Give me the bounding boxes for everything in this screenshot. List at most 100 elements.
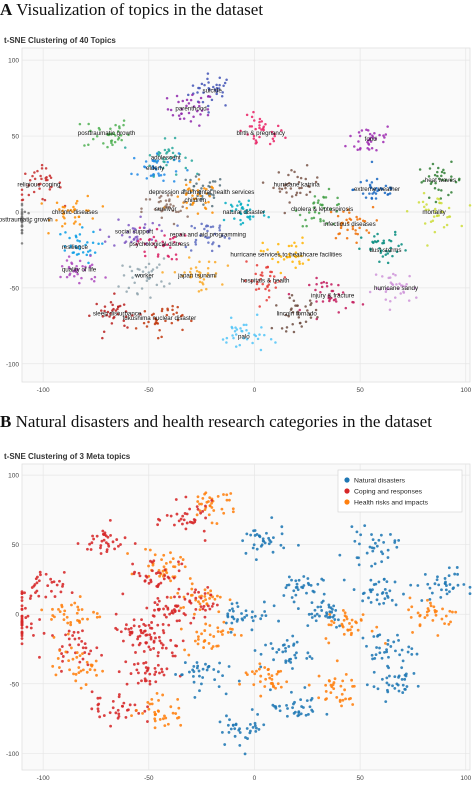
data-point bbox=[50, 618, 53, 621]
data-point bbox=[73, 601, 77, 605]
data-point bbox=[158, 574, 161, 578]
data-point bbox=[346, 628, 350, 632]
data-point bbox=[220, 95, 224, 98]
data-point bbox=[218, 595, 222, 599]
data-point bbox=[132, 624, 136, 628]
chart-b-x-tick-label: 50 bbox=[356, 775, 364, 782]
data-point bbox=[173, 609, 177, 613]
data-point bbox=[375, 544, 379, 548]
data-point bbox=[211, 180, 215, 183]
data-point bbox=[207, 500, 210, 503]
data-point bbox=[221, 674, 224, 678]
data-point bbox=[203, 639, 207, 642]
data-point bbox=[349, 134, 352, 138]
data-point bbox=[308, 190, 312, 194]
data-point bbox=[203, 629, 207, 632]
data-point bbox=[383, 136, 386, 139]
data-point bbox=[210, 604, 214, 608]
data-point bbox=[63, 249, 67, 252]
data-point bbox=[134, 327, 138, 330]
data-point bbox=[148, 633, 152, 637]
data-point bbox=[144, 624, 147, 628]
data-point bbox=[430, 591, 434, 595]
data-point bbox=[161, 693, 165, 697]
data-point bbox=[58, 610, 62, 614]
chart-a-x-tick-label: 50 bbox=[356, 387, 364, 394]
data-point bbox=[315, 612, 319, 616]
data-point bbox=[374, 653, 378, 657]
data-point bbox=[369, 578, 373, 582]
data-point bbox=[91, 241, 95, 245]
data-point bbox=[177, 706, 181, 710]
legend-marker bbox=[344, 477, 350, 483]
data-point bbox=[205, 287, 208, 291]
data-point bbox=[124, 315, 128, 319]
data-point bbox=[116, 307, 119, 311]
data-point bbox=[231, 607, 234, 611]
data-point bbox=[376, 687, 380, 691]
data-point bbox=[183, 597, 187, 601]
data-point bbox=[400, 648, 404, 652]
data-point bbox=[136, 237, 139, 241]
data-point bbox=[118, 304, 122, 308]
data-point bbox=[47, 231, 50, 235]
data-point bbox=[275, 304, 278, 307]
data-point bbox=[423, 572, 427, 576]
data-point bbox=[380, 550, 383, 554]
data-point bbox=[314, 180, 318, 184]
data-point bbox=[150, 238, 154, 241]
data-point bbox=[371, 657, 374, 661]
data-point bbox=[277, 648, 281, 651]
data-point bbox=[332, 681, 336, 684]
data-point bbox=[133, 570, 136, 574]
data-point bbox=[164, 319, 167, 323]
data-point bbox=[302, 584, 306, 587]
data-point bbox=[217, 87, 221, 90]
data-point bbox=[258, 662, 262, 666]
data-point bbox=[142, 321, 146, 325]
data-point bbox=[292, 600, 296, 604]
data-point bbox=[123, 324, 126, 327]
data-point bbox=[163, 568, 167, 572]
data-point bbox=[304, 320, 308, 323]
topic-label: psychological distress bbox=[129, 241, 189, 248]
data-point bbox=[322, 196, 326, 199]
data-point bbox=[145, 279, 149, 282]
data-point bbox=[156, 571, 160, 574]
data-point bbox=[262, 539, 266, 543]
data-point bbox=[325, 222, 329, 225]
data-point bbox=[201, 667, 205, 671]
data-point bbox=[301, 224, 305, 228]
data-point bbox=[270, 681, 274, 685]
data-point bbox=[45, 176, 48, 179]
data-point bbox=[284, 330, 288, 333]
data-point bbox=[215, 90, 219, 93]
data-point bbox=[206, 272, 210, 275]
data-point bbox=[275, 650, 279, 654]
data-point bbox=[277, 242, 280, 246]
data-point bbox=[136, 662, 140, 666]
topic-label: hurricane sandy bbox=[374, 285, 419, 292]
data-point bbox=[245, 532, 249, 536]
data-point bbox=[171, 146, 174, 150]
data-point bbox=[231, 507, 235, 511]
data-point bbox=[170, 611, 174, 614]
data-point bbox=[358, 134, 362, 138]
data-point bbox=[294, 304, 297, 307]
data-point bbox=[337, 292, 340, 296]
data-point bbox=[182, 595, 186, 599]
data-point bbox=[159, 641, 163, 645]
data-point bbox=[114, 309, 118, 312]
data-point bbox=[401, 691, 405, 694]
data-point bbox=[404, 249, 407, 252]
data-point bbox=[368, 132, 372, 136]
data-point bbox=[335, 625, 338, 629]
data-point bbox=[386, 688, 389, 692]
topic-label: repair and aid programming bbox=[170, 232, 247, 239]
data-point bbox=[75, 199, 79, 203]
data-point bbox=[280, 187, 284, 191]
data-point bbox=[346, 208, 350, 211]
data-point bbox=[370, 564, 374, 568]
data-point bbox=[143, 579, 147, 583]
data-point bbox=[287, 244, 291, 248]
